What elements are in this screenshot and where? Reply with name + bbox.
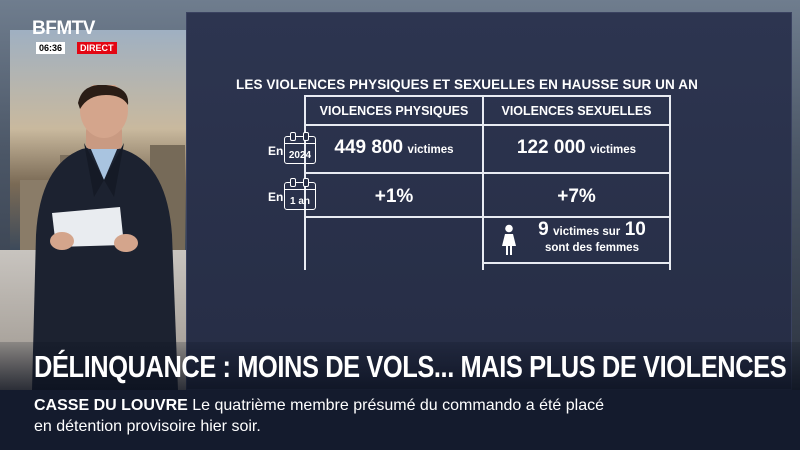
headline-banner <box>0 342 800 397</box>
channel-name: BFMTV <box>32 18 95 39</box>
table-border <box>304 95 671 97</box>
sexual-violence-change: +7% <box>557 186 596 207</box>
table-border <box>482 95 484 270</box>
physical-violence-2024: 449 800 victimes <box>306 137 482 159</box>
note-number: 9 <box>538 219 549 240</box>
calendar-icon: 2024 <box>284 132 316 164</box>
note-line-1: 9 victimes sur 10 <box>522 220 662 242</box>
value: 449 800 <box>334 137 404 158</box>
row-label: En <box>268 190 284 204</box>
table-border <box>304 172 671 174</box>
note-text: victimes sur <box>553 226 621 238</box>
value: 122 000 <box>516 137 586 158</box>
calendar-icon: 1 an <box>284 178 316 210</box>
live-badge: DIRECT <box>77 42 117 54</box>
table-border <box>482 262 671 264</box>
channel-logo: BFMTV 06:36 DIRECT <box>32 18 117 58</box>
calendar-year: 2024 <box>288 150 312 161</box>
calendar-ring <box>303 178 309 187</box>
presenter <box>32 85 178 390</box>
unit: victimes <box>407 144 454 156</box>
column-header: VIOLENCES SEXUELLES <box>501 104 652 118</box>
table-border <box>304 216 671 218</box>
note-line-2: sont des femmes <box>545 242 639 254</box>
row-label: En <box>268 144 284 158</box>
note-number: 10 <box>624 219 646 240</box>
calendar-header <box>285 183 315 190</box>
ticker-line-2: en détention provisoire hier soir. <box>34 418 261 435</box>
info-screen: LES VIOLENCES PHYSIQUES ET SEXUELLES EN … <box>186 12 792 390</box>
column-header: VIOLENCES PHYSIQUES <box>319 104 469 118</box>
calendar-ring <box>303 132 309 141</box>
unit: victimes <box>590 144 637 156</box>
headline: DÉLINQUANCE : MOINS DE VOLS... MAIS PLUS… <box>34 349 787 384</box>
screen-title: LES VIOLENCES PHYSIQUES ET SEXUELLES EN … <box>236 77 698 92</box>
ticker-tag: CASSE DU LOUVRE <box>34 397 188 414</box>
clock: 06:36 <box>36 42 66 54</box>
physical-violence-change: +1% <box>374 186 414 207</box>
sexual-violence-2024: 122 000 victimes <box>484 137 669 159</box>
calendar-header <box>285 137 315 144</box>
table-border <box>304 124 671 126</box>
women-victims-note: 9 victimes sur 10 sont des femmes <box>522 220 662 255</box>
ticker-line-1: CASSE DU LOUVRE Le quatrième membre prés… <box>34 397 604 415</box>
calendar-ring <box>290 132 296 141</box>
woman-icon <box>502 224 516 255</box>
calendar-ring <box>290 178 296 187</box>
table-border <box>669 95 671 270</box>
ticker-text: Le quatrième membre présumé du commando … <box>192 397 605 414</box>
news-ticker: CASSE DU LOUVRE Le quatrième membre prés… <box>0 390 800 450</box>
calendar-period: 1 an <box>289 196 310 207</box>
